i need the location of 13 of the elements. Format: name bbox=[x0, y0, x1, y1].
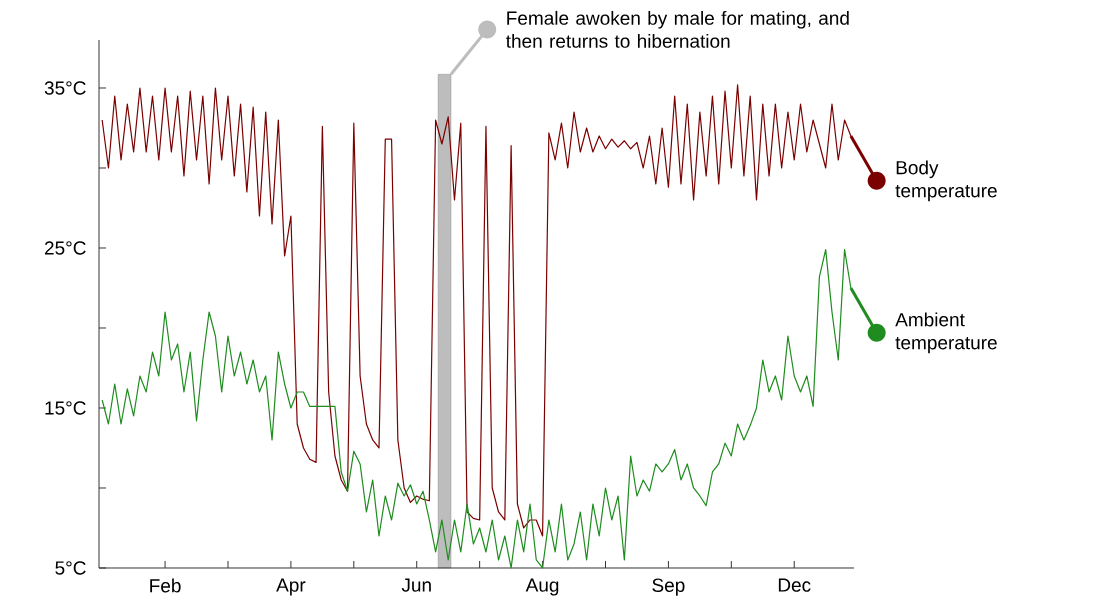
legend-label: Ambient temperature bbox=[895, 312, 997, 354]
annotation: Female awoken by male for mating, and then returns to hibernation bbox=[506, 10, 849, 48]
x-tick-label: Apr bbox=[276, 578, 306, 596]
x-tick-label: Sep bbox=[652, 578, 685, 596]
y-tick-label: 5°C bbox=[55, 561, 86, 575]
y-tick-label: 25°C bbox=[44, 241, 86, 255]
x-tick-label: Feb bbox=[150, 578, 181, 593]
legend-label: Body temperature bbox=[895, 160, 997, 202]
x-tick-label: Dec bbox=[778, 578, 811, 592]
y-tick-label: 35°C bbox=[44, 81, 86, 95]
x-tick-label: Jun bbox=[401, 578, 431, 592]
x-tick-label: Aug bbox=[525, 578, 559, 596]
y-tick-label: 15°C bbox=[45, 401, 86, 415]
